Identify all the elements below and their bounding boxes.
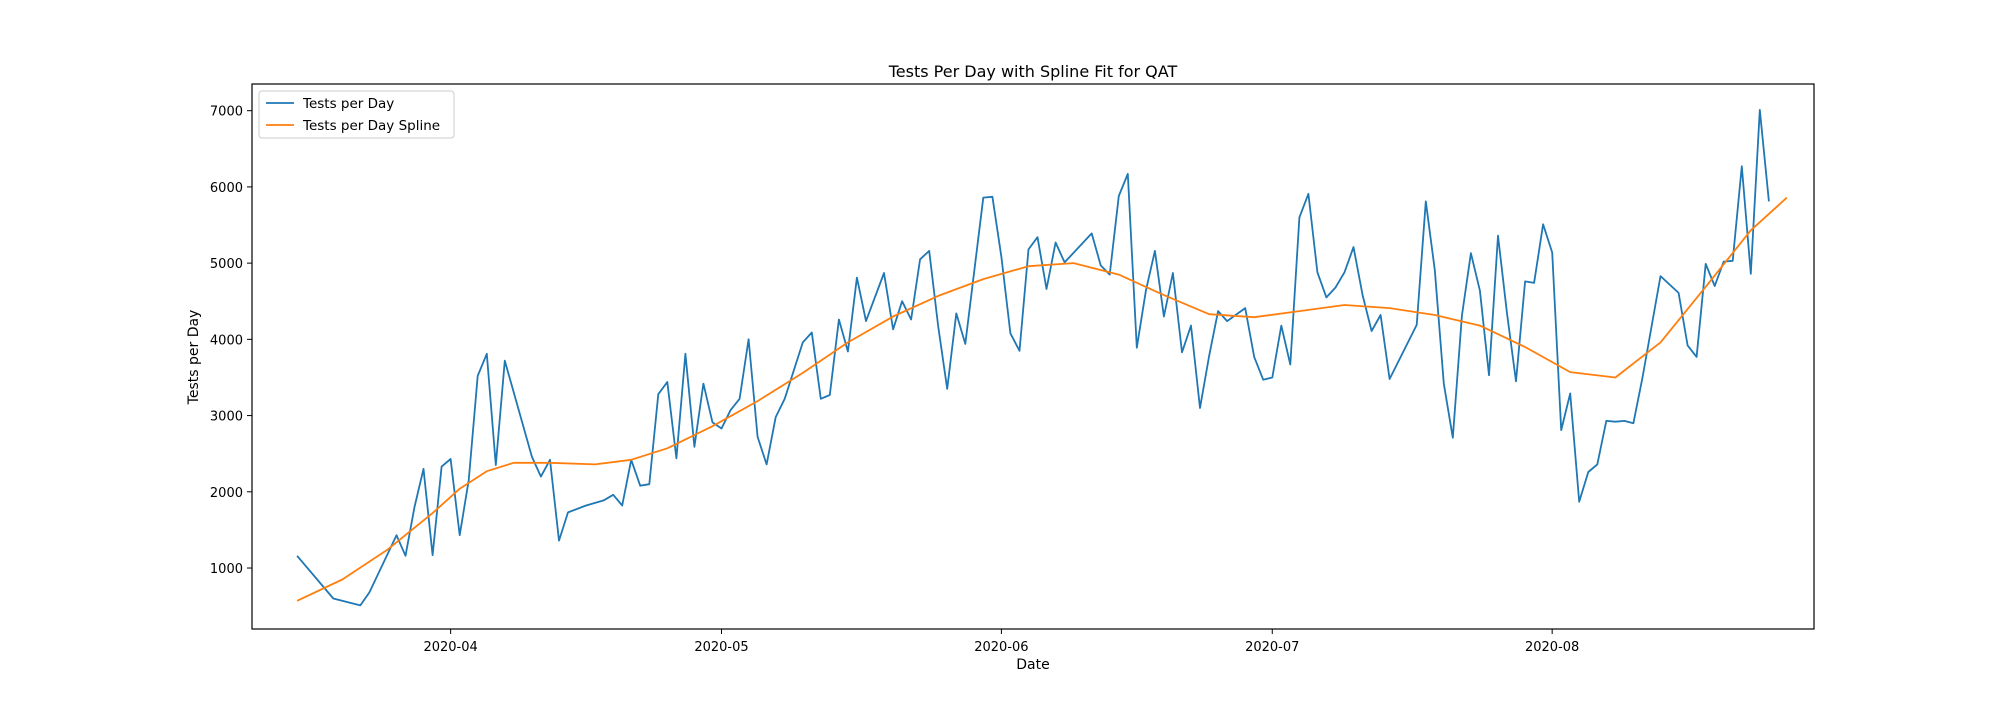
y-tick-label: 4000 (210, 333, 243, 348)
x-tick-label: 2020-04 (423, 640, 477, 655)
y-tick-label: 2000 (210, 486, 243, 501)
x-tick-label: 2020-06 (974, 640, 1028, 655)
legend-label-spline: Tests per Day Spline (302, 118, 440, 134)
x-tick-label: 2020-05 (694, 640, 748, 655)
chart-title: Tests Per Day with Spline Fit for QAT (888, 62, 1178, 81)
y-tick-label: 5000 (210, 257, 243, 272)
series-line-tests-per-day (296, 109, 1770, 607)
x-axis-label: Date (1016, 657, 1049, 673)
y-tick-label: 3000 (210, 410, 243, 425)
legend: Tests per Day Tests per Day Spline (258, 90, 455, 139)
y-tick-label: 7000 (210, 105, 243, 120)
y-axis-label: Tests per Day (186, 310, 202, 406)
y-tick-label: 1000 (210, 562, 243, 577)
legend-label-tests-per-day: Tests per Day (302, 96, 394, 112)
x-tick-label: 2020-08 (1525, 640, 1579, 655)
x-axis-ticks: 2020-04 2020-05 2020-06 2020-07 2020-08 (423, 629, 1579, 655)
series-layer (296, 109, 1788, 607)
y-axis-ticks: 1000 2000 3000 4000 5000 6000 7000 (210, 105, 252, 577)
plot-frame (251, 83, 1815, 630)
x-tick-label: 2020-07 (1245, 640, 1299, 655)
legend-box (258, 90, 455, 139)
series-line-tests-per-day-spline (296, 196, 1788, 602)
y-tick-label: 6000 (210, 181, 243, 196)
